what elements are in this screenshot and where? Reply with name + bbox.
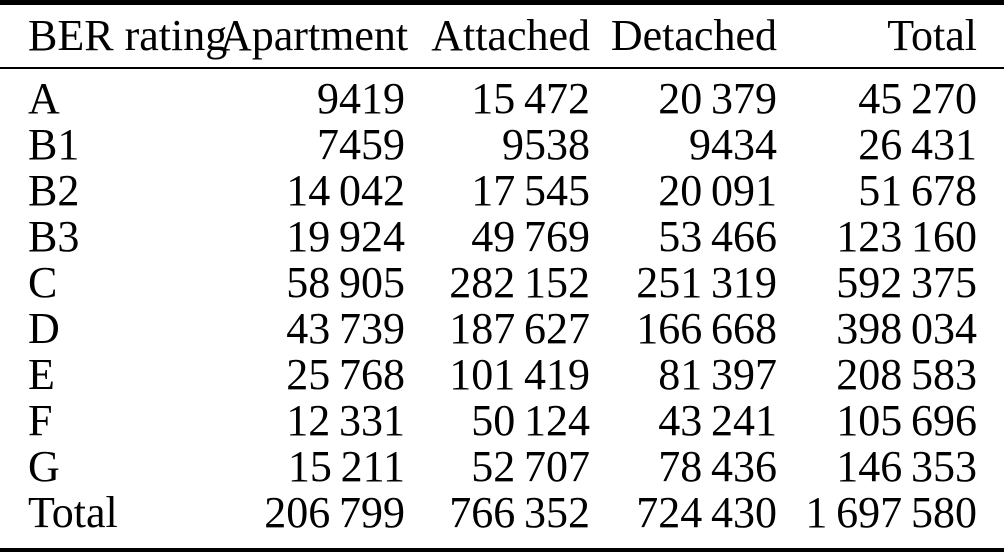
- table-cell: 50 124: [471, 396, 590, 445]
- column-header-detached: Detached: [590, 2, 777, 69]
- row-label: G: [28, 442, 60, 491]
- table-cell: 15 472: [471, 74, 590, 123]
- table-row-total: Total 206 799 766 352 724 430 1 697 580: [0, 490, 1004, 550]
- table-row: C 58 905 282 152 251 319 592 375: [0, 260, 1004, 306]
- table-cell: 766 352: [449, 488, 590, 537]
- row-label: D: [28, 304, 60, 353]
- table-cell: 101 419: [449, 350, 590, 399]
- row-label: E: [28, 350, 55, 399]
- table-cell: 282 152: [449, 258, 590, 307]
- table-cell: 9419: [317, 74, 405, 123]
- column-header-attached: Attached: [405, 2, 590, 69]
- table-cell: 251 319: [636, 258, 777, 307]
- table-cell: 12 331: [286, 396, 405, 445]
- table-cell: 15 211: [287, 442, 405, 491]
- table-header-row: BER rating Apartment Attached Detached T…: [0, 2, 1004, 69]
- table-cell: 53 466: [658, 212, 777, 261]
- table-cell: 208 583: [836, 350, 977, 399]
- table-cell: 45 270: [858, 74, 977, 123]
- column-header-ber-rating: BER rating: [0, 2, 227, 69]
- table-cell: 78 436: [658, 442, 777, 491]
- table-cell: 20 379: [658, 74, 777, 123]
- table-cell: 25 768: [286, 350, 405, 399]
- table-cell: 81 397: [658, 350, 777, 399]
- table-row: D 43 739 187 627 166 668 398 034: [0, 306, 1004, 352]
- table-cell: 206 799: [264, 488, 405, 537]
- table-cell: 123 160: [836, 212, 977, 261]
- table-row: G 15 211 52 707 78 436 146 353: [0, 444, 1004, 490]
- row-label: A: [28, 74, 60, 123]
- table-cell: 20 091: [658, 166, 777, 215]
- table-cell: 166 668: [636, 304, 777, 353]
- table-cell: 14 042: [286, 166, 405, 215]
- table-cell: 43 739: [286, 304, 405, 353]
- row-label: B2: [28, 166, 80, 215]
- table-cell: 49 769: [471, 212, 590, 261]
- table-cell: 105 696: [836, 396, 977, 445]
- table-row: F 12 331 50 124 43 241 105 696: [0, 398, 1004, 444]
- table-cell: 1 697 580: [805, 488, 977, 537]
- table-row: B2 14 042 17 545 20 091 51 678: [0, 168, 1004, 214]
- table-cell: 51 678: [858, 166, 977, 215]
- column-header-total: Total: [777, 2, 1004, 69]
- table-cell: 146 353: [836, 442, 977, 491]
- table-cell: 592 375: [836, 258, 977, 307]
- table-cell: 52 707: [471, 442, 590, 491]
- table-row: B1 7459 9538 9434 26 431: [0, 122, 1004, 168]
- row-label: C: [28, 258, 58, 307]
- table-cell: 187 627: [449, 304, 590, 353]
- table-cell: 17 545: [471, 166, 590, 215]
- table-cell: 9538: [502, 120, 590, 169]
- row-label: F: [28, 396, 53, 445]
- column-header-apartment: Apartment: [220, 2, 408, 69]
- table-row: B3 19 924 49 769 53 466 123 160: [0, 214, 1004, 260]
- table-cell: 58 905: [286, 258, 405, 307]
- table-cell: 7459: [317, 120, 405, 169]
- table-cell: 19 924: [286, 212, 405, 261]
- table-cell: 724 430: [636, 488, 777, 537]
- table-cell: 398 034: [836, 304, 977, 353]
- table-cell: 9434: [689, 120, 777, 169]
- table-cell: 26 431: [858, 120, 977, 169]
- table-row: A 9419 15 472 20 379 45 270: [0, 68, 1004, 122]
- row-label: B1: [28, 120, 80, 169]
- table-row: E 25 768 101 419 81 397 208 583: [0, 352, 1004, 398]
- row-label: Total: [28, 488, 118, 537]
- row-label: B3: [28, 212, 80, 261]
- table-cell: 43 241: [658, 396, 777, 445]
